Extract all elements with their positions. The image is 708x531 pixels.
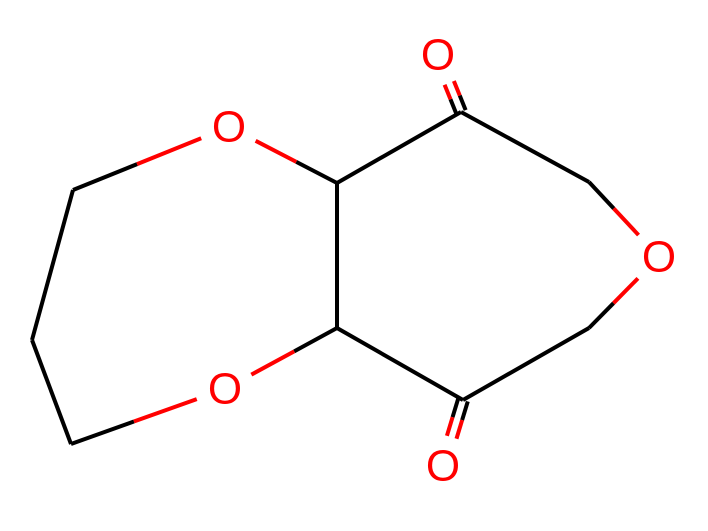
o-atom-label: O bbox=[642, 233, 676, 282]
o-atom-label: O bbox=[426, 442, 460, 491]
o-atom-label: O bbox=[208, 365, 242, 414]
molecule-diagram: O O O O O bbox=[0, 0, 708, 531]
o-atom-label: O bbox=[212, 103, 246, 152]
o-atom-label: O bbox=[421, 31, 455, 80]
